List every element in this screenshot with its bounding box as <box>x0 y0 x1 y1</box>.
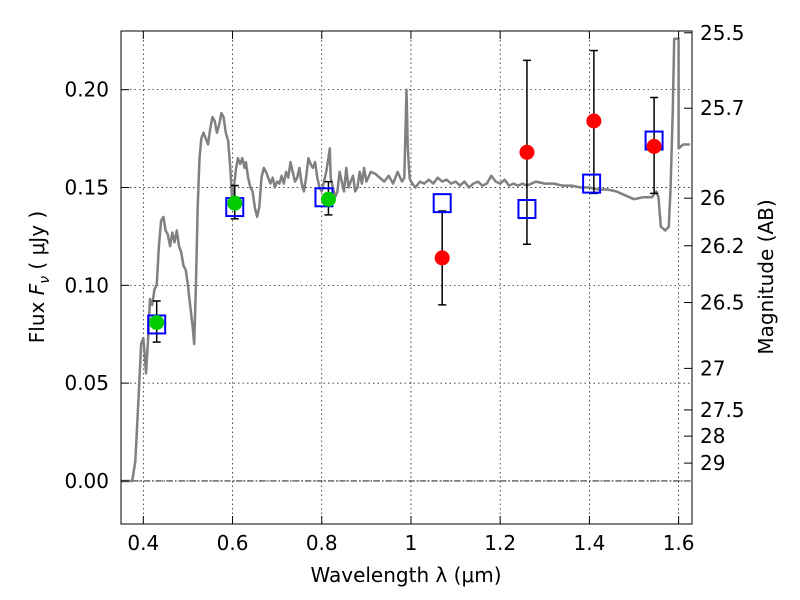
observed-point-red <box>586 113 602 129</box>
mag-tick-label: 27 <box>700 356 725 380</box>
mag-tick-label: 25.5 <box>700 21 745 45</box>
x-tick-label: 0.4 <box>127 531 159 555</box>
model-photometry-square <box>582 173 602 194</box>
right-axis-label: Magnitude (AB) <box>754 199 778 354</box>
observed-point-green <box>149 314 165 330</box>
magnitude-tick-labels: 25.5 25.7 26 26.2 26.5 27 27.528 29 <box>700 21 745 475</box>
observed-point-green <box>227 195 243 211</box>
y-axis-label-prefix: Flux <box>25 295 49 343</box>
mag-tick-label: 27.5 <box>700 398 745 422</box>
mag-tick-label: 29 <box>700 451 725 475</box>
mag-tick-label: 26.2 <box>700 234 745 258</box>
observed-point-red <box>646 138 662 154</box>
y-tick-label: 0.20 <box>64 78 109 102</box>
observed-point-red <box>519 144 535 160</box>
x-tick-labels: 0.4 0.6 0.8 1 1.2 1.4 1.6 <box>127 531 694 555</box>
tick-marks <box>121 31 692 524</box>
x-tick-label: 1.2 <box>484 531 516 555</box>
x-axis-label: Wavelength λ (μm) <box>310 563 501 587</box>
mag-tick-label: 25.7 <box>700 96 745 120</box>
x-tick-label: 0.6 <box>217 531 249 555</box>
y-tick-label: 0.10 <box>64 273 109 297</box>
mag-tick-label: 26.5 <box>700 291 745 315</box>
x-tick-label: 1.6 <box>663 531 695 555</box>
model-photometry-square <box>517 199 537 220</box>
plot-frame <box>120 30 693 525</box>
x-tick-label: 0.8 <box>306 531 338 555</box>
observed-point-green <box>320 191 336 207</box>
y-tick-label: 0.05 <box>64 371 109 395</box>
y-tick-labels: 0.00 0.05 0.10 0.15 0.20 <box>64 78 109 493</box>
y-axis-label-suffix: ( μJy ) <box>25 211 49 276</box>
mag-tick-label: 28 <box>700 424 725 448</box>
observed-point-red <box>434 250 450 266</box>
y-tick-label: 0.00 <box>64 469 109 493</box>
model-photometry-square <box>432 193 452 214</box>
mag-tick-label: 26 <box>700 186 725 210</box>
y-axis-label-var: F <box>25 283 49 295</box>
x-tick-label: 1.4 <box>573 531 605 555</box>
y-tick-label: 0.15 <box>64 176 109 200</box>
x-tick-label: 1 <box>405 531 418 555</box>
y-axis-label-sub: ν <box>37 276 53 284</box>
y-axis-label: Flux Fν ( μJy ) <box>25 211 53 343</box>
data-markers <box>147 113 664 335</box>
